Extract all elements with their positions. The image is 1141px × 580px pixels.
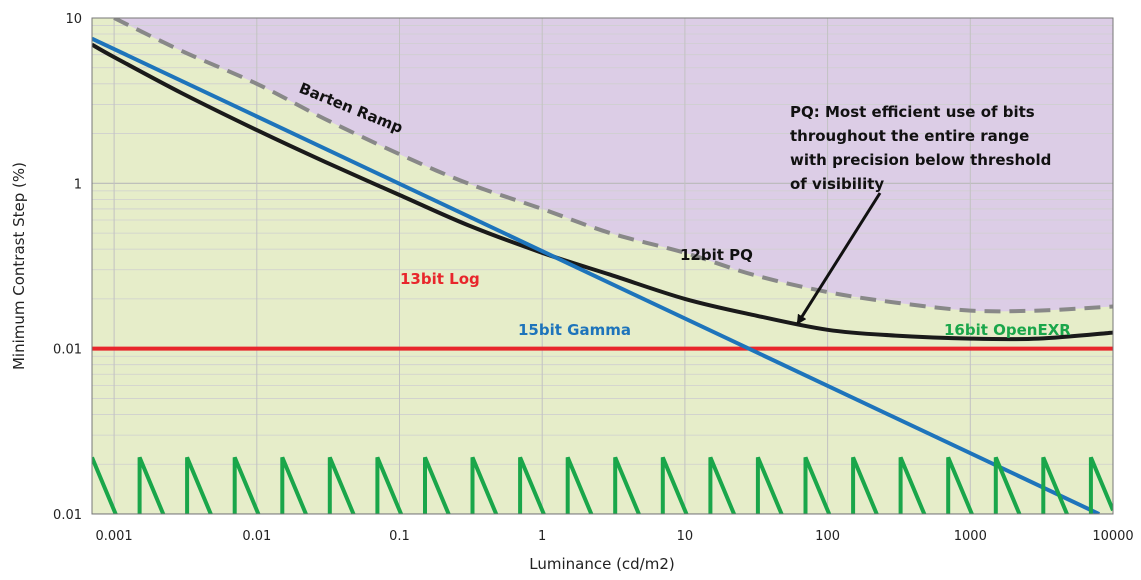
pq-label: 12bit PQ (680, 246, 753, 264)
annotation-line-2: throughout the entire range (790, 127, 1029, 145)
x-tick-labels: 0.001 0.01 0.1 1 10 100 1000 10000 (95, 529, 1133, 544)
x-axis-title: Luminance (cd/m2) (529, 555, 675, 573)
annotation-line-1: PQ: Most efficient use of bits (790, 103, 1035, 121)
log-label: 13bit Log (400, 270, 480, 288)
x-tick-label: 10000 (1092, 529, 1133, 544)
x-tick-label: 1000 (954, 529, 987, 544)
region-above-barten (92, 18, 1113, 312)
y-tick-label: 0.01 (53, 508, 82, 523)
series-12bit-pq (92, 42, 1113, 342)
x-tick-label: 0.001 (95, 529, 132, 544)
y-tick-label: 10 (65, 12, 82, 27)
y-tick-label: 0.01 (53, 343, 82, 358)
plot-frame (91, 17, 1114, 515)
annotation-arrow (796, 192, 882, 325)
x-tick-label: 1 (538, 529, 546, 544)
gamma-label: 15bit Gamma (518, 321, 631, 339)
openexr-label: 16bit OpenEXR (944, 321, 1071, 339)
y-tick-labels: 10 1 0.01 0.01 (53, 12, 82, 523)
x-tick-label: 100 (815, 529, 840, 544)
x-tick-label: 10 (677, 529, 694, 544)
plot-background (92, 18, 1113, 514)
series-15bit-gamma (92, 36, 1101, 514)
series-barten-ramp (113, 18, 1113, 314)
annotation-line-3: with precision below threshold (790, 151, 1051, 169)
x-tick-label: 0.01 (242, 529, 271, 544)
series-16bit-openexr (92, 456, 1113, 514)
annotation-line-4: of visibility (790, 175, 884, 193)
x-tick-label: 0.1 (389, 529, 410, 544)
pq-annotation: PQ: Most efficient use of bits throughou… (790, 103, 1051, 325)
series-lines (92, 18, 1113, 514)
y-axis-title: Minimum Contrast Step (%) (10, 162, 28, 370)
y-tick-label: 1 (74, 177, 82, 192)
